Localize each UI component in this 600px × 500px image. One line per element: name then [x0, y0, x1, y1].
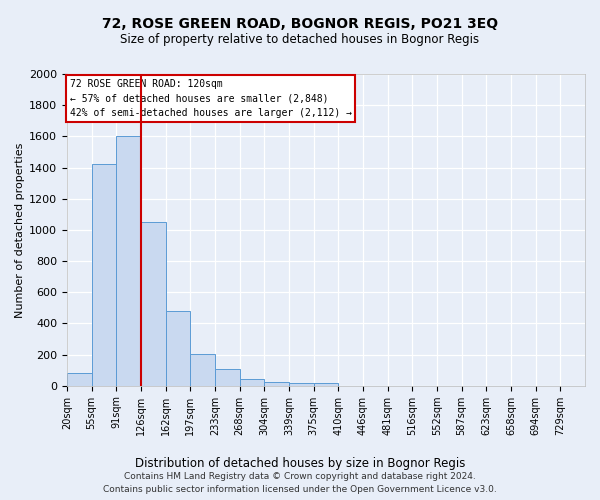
Bar — [92, 164, 116, 386]
Bar — [141, 222, 166, 386]
Bar — [314, 383, 338, 386]
Bar — [265, 382, 289, 386]
Bar — [67, 372, 92, 386]
Text: 72 ROSE GREEN ROAD: 120sqm
← 57% of detached houses are smaller (2,848)
42% of s: 72 ROSE GREEN ROAD: 120sqm ← 57% of deta… — [70, 78, 352, 118]
Bar — [190, 354, 215, 386]
Bar — [215, 370, 239, 386]
Text: Contains HM Land Registry data © Crown copyright and database right 2024.
Contai: Contains HM Land Registry data © Crown c… — [103, 472, 497, 494]
Text: Size of property relative to detached houses in Bognor Regis: Size of property relative to detached ho… — [121, 32, 479, 46]
Bar — [116, 136, 141, 386]
Text: 72, ROSE GREEN ROAD, BOGNOR REGIS, PO21 3EQ: 72, ROSE GREEN ROAD, BOGNOR REGIS, PO21 … — [102, 18, 498, 32]
Bar — [166, 311, 190, 386]
Bar — [239, 379, 265, 386]
Y-axis label: Number of detached properties: Number of detached properties — [15, 142, 25, 318]
Text: Distribution of detached houses by size in Bognor Regis: Distribution of detached houses by size … — [135, 458, 465, 470]
Bar — [289, 382, 314, 386]
